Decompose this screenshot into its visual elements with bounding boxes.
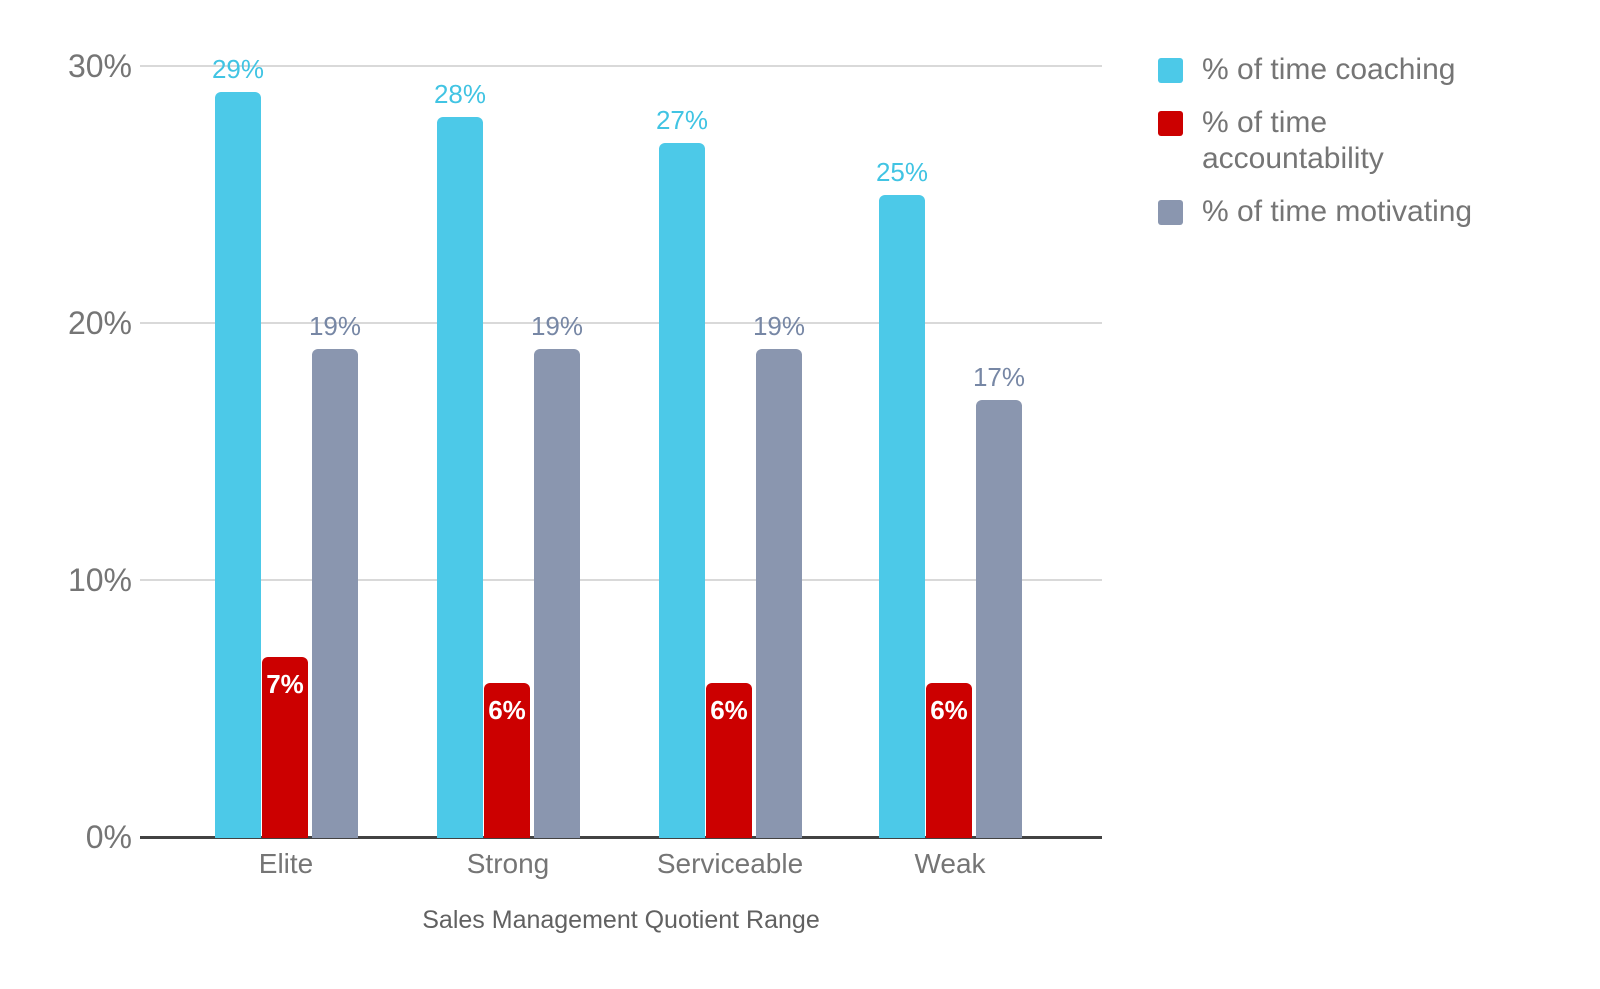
bar-value-label: 6%: [488, 695, 526, 725]
bar-of-time-accountability-strong: [484, 683, 530, 838]
bar-value-label: 29%: [211, 54, 265, 84]
bar-of-time-coaching-elite: [215, 92, 261, 838]
x-axis-title: Sales Management Quotient Range: [422, 906, 820, 934]
bar-value-label: 6%: [930, 695, 968, 725]
bar-of-time-accountability-elite: [262, 657, 308, 838]
gridline: [140, 579, 1102, 581]
gridline: [140, 322, 1102, 324]
gridline: [140, 65, 1102, 67]
bar-value-label: 19%: [530, 311, 584, 341]
bar-of-time-motivating-strong: [534, 349, 580, 838]
bar-value-label: 28%: [433, 79, 487, 109]
bar-of-time-coaching-strong: [437, 117, 483, 838]
legend-label: % of time motivating: [1202, 195, 1473, 228]
category-label-elite: Elite: [258, 848, 314, 879]
y-axis-tick-label: 30%: [67, 48, 132, 84]
legend-item-motivating: % of time motivating: [1158, 194, 1528, 230]
bar-of-time-motivating-serviceable: [756, 349, 802, 838]
legend-swatch-coaching-icon: [1158, 58, 1183, 83]
legend-swatch-accountability-icon: [1158, 111, 1183, 136]
bar-of-time-coaching-weak: [879, 195, 925, 838]
bar-value-label: 7%: [266, 669, 304, 699]
x-axis-line: [140, 836, 1102, 839]
legend-label: % of time accountability: [1202, 106, 1384, 175]
legend: % of time coaching % of time accountabil…: [1158, 52, 1528, 230]
bar-of-time-coaching-serviceable: [659, 143, 705, 838]
legend-item-coaching: % of time coaching: [1158, 52, 1528, 88]
bar-of-time-accountability-serviceable: [706, 683, 752, 838]
legend-swatch-motivating-icon: [1158, 200, 1183, 225]
bar-value-label: 25%: [875, 157, 929, 187]
bar-value-label: 19%: [308, 311, 362, 341]
legend-item-accountability: % of time accountability: [1158, 105, 1528, 177]
bar-of-time-motivating-elite: [312, 349, 358, 838]
y-axis-tick-label: 0%: [85, 819, 132, 855]
bar-of-time-accountability-weak: [926, 683, 972, 838]
y-axis-tick-label: 20%: [67, 305, 132, 341]
y-axis-tick-label: 10%: [67, 562, 132, 598]
bar-value-label: 19%: [752, 311, 806, 341]
bar-value-label: 6%: [710, 695, 748, 725]
bar-of-time-motivating-weak: [976, 400, 1022, 838]
bar-value-label: 27%: [655, 105, 709, 135]
category-label-weak: Weak: [914, 848, 986, 879]
legend-label: % of time coaching: [1202, 53, 1456, 86]
bar-value-label: 17%: [972, 362, 1026, 392]
category-label-strong: Strong: [466, 848, 550, 879]
category-label-serviceable: Serviceable: [656, 848, 804, 879]
